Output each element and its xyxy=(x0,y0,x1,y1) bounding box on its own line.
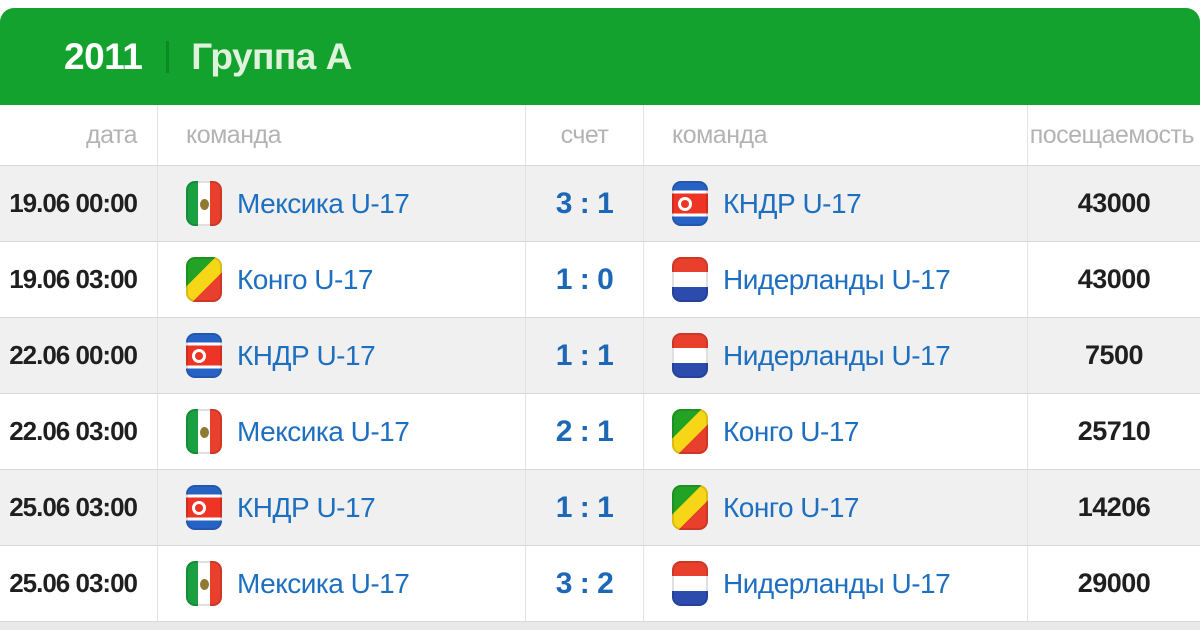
match-date: 22.06 03:00 xyxy=(9,416,138,446)
team-flag-icon xyxy=(672,561,708,606)
home-team-link[interactable]: Мексика U-17 xyxy=(157,394,525,469)
page-background-strip xyxy=(0,622,1200,630)
away-team-link[interactable]: Нидерланды U-17 xyxy=(643,242,1027,317)
team-name: Конго U-17 xyxy=(723,491,859,523)
team-flag-icon xyxy=(672,333,708,378)
match-row: 25.06 03:00 КНДР U-17 1 : 1 Конго U-17 1… xyxy=(0,469,1200,545)
team-name: КНДР U-17 xyxy=(237,339,376,371)
team-name: Нидерланды U-17 xyxy=(723,339,951,371)
team-name: КНДР U-17 xyxy=(723,187,862,219)
team-flag-icon xyxy=(186,485,222,530)
match-row: 22.06 00:00 КНДР U-17 1 : 1 Нидерланды U… xyxy=(0,317,1200,393)
matches-table: дата команда счет команда посещаемость 1… xyxy=(0,105,1200,622)
match-attendance: 7500 xyxy=(1027,318,1200,393)
home-team-link[interactable]: Мексика U-17 xyxy=(157,166,525,241)
match-row: 25.06 03:00 Мексика U-17 3 : 2 Нидерланд… xyxy=(0,545,1200,621)
column-header-date: дата xyxy=(85,120,138,149)
team-name: Мексика U-17 xyxy=(237,415,410,447)
match-row: 22.06 03:00 Мексика U-17 2 : 1 Конго U-1… xyxy=(0,393,1200,469)
column-header-away-team: команда xyxy=(643,105,1027,165)
results-page: 2011 Группа А дата команда счет команда … xyxy=(0,8,1200,630)
column-header-score: счет xyxy=(525,105,643,165)
match-score-link[interactable]: 3 : 1 xyxy=(525,166,643,241)
table-header-row: дата команда счет команда посещаемость xyxy=(0,105,1200,165)
team-flag-icon xyxy=(186,333,222,378)
match-date: 25.06 03:00 xyxy=(9,492,138,522)
group-header: 2011 Группа А xyxy=(0,8,1200,105)
team-flag-icon xyxy=(672,181,708,226)
match-row: 19.06 03:00 Конго U-17 1 : 0 Нидерланды … xyxy=(0,241,1200,317)
away-team-link[interactable]: Конго U-17 xyxy=(643,394,1027,469)
match-date: 25.06 03:00 xyxy=(9,568,138,598)
group-title: Группа А xyxy=(191,35,352,77)
team-name: КНДР U-17 xyxy=(237,491,376,523)
match-attendance: 25710 xyxy=(1027,394,1200,469)
team-name: Мексика U-17 xyxy=(237,187,410,219)
match-score-link[interactable]: 1 : 1 xyxy=(525,318,643,393)
home-team-link[interactable]: Мексика U-17 xyxy=(157,546,525,621)
away-team-link[interactable]: Нидерланды U-17 xyxy=(643,546,1027,621)
team-name: Конго U-17 xyxy=(723,415,859,447)
column-header-attendance: посещаемость xyxy=(1027,105,1200,165)
match-score-link[interactable]: 2 : 1 xyxy=(525,394,643,469)
team-flag-icon xyxy=(672,409,708,454)
match-date: 19.06 00:00 xyxy=(9,188,138,218)
match-score-link[interactable]: 3 : 2 xyxy=(525,546,643,621)
match-attendance: 43000 xyxy=(1027,242,1200,317)
team-name: Мексика U-17 xyxy=(237,567,410,599)
team-flag-icon xyxy=(186,257,222,302)
match-attendance: 29000 xyxy=(1027,546,1200,621)
match-row: 19.06 00:00 Мексика U-17 3 : 1 КНДР U-17… xyxy=(0,165,1200,241)
away-team-link[interactable]: Конго U-17 xyxy=(643,470,1027,545)
home-team-link[interactable]: КНДР U-17 xyxy=(157,318,525,393)
match-attendance: 43000 xyxy=(1027,166,1200,241)
team-flag-icon xyxy=(186,561,222,606)
home-team-link[interactable]: КНДР U-17 xyxy=(157,470,525,545)
match-date: 19.06 03:00 xyxy=(9,264,138,294)
team-flag-icon xyxy=(672,485,708,530)
team-name: Нидерланды U-17 xyxy=(723,567,951,599)
match-score-link[interactable]: 1 : 1 xyxy=(525,470,643,545)
home-team-link[interactable]: Конго U-17 xyxy=(157,242,525,317)
team-flag-icon xyxy=(186,409,222,454)
match-attendance: 14206 xyxy=(1027,470,1200,545)
away-team-link[interactable]: КНДР U-17 xyxy=(643,166,1027,241)
season-year: 2011 xyxy=(64,35,143,77)
team-name: Нидерланды U-17 xyxy=(723,263,951,295)
team-flag-icon xyxy=(672,257,708,302)
team-flag-icon xyxy=(186,181,222,226)
team-name: Конго U-17 xyxy=(237,263,373,295)
match-date: 22.06 00:00 xyxy=(9,340,138,370)
column-header-home-team: команда xyxy=(157,105,525,165)
header-divider xyxy=(166,40,170,73)
away-team-link[interactable]: Нидерланды U-17 xyxy=(643,318,1027,393)
match-score-link[interactable]: 1 : 0 xyxy=(525,242,643,317)
